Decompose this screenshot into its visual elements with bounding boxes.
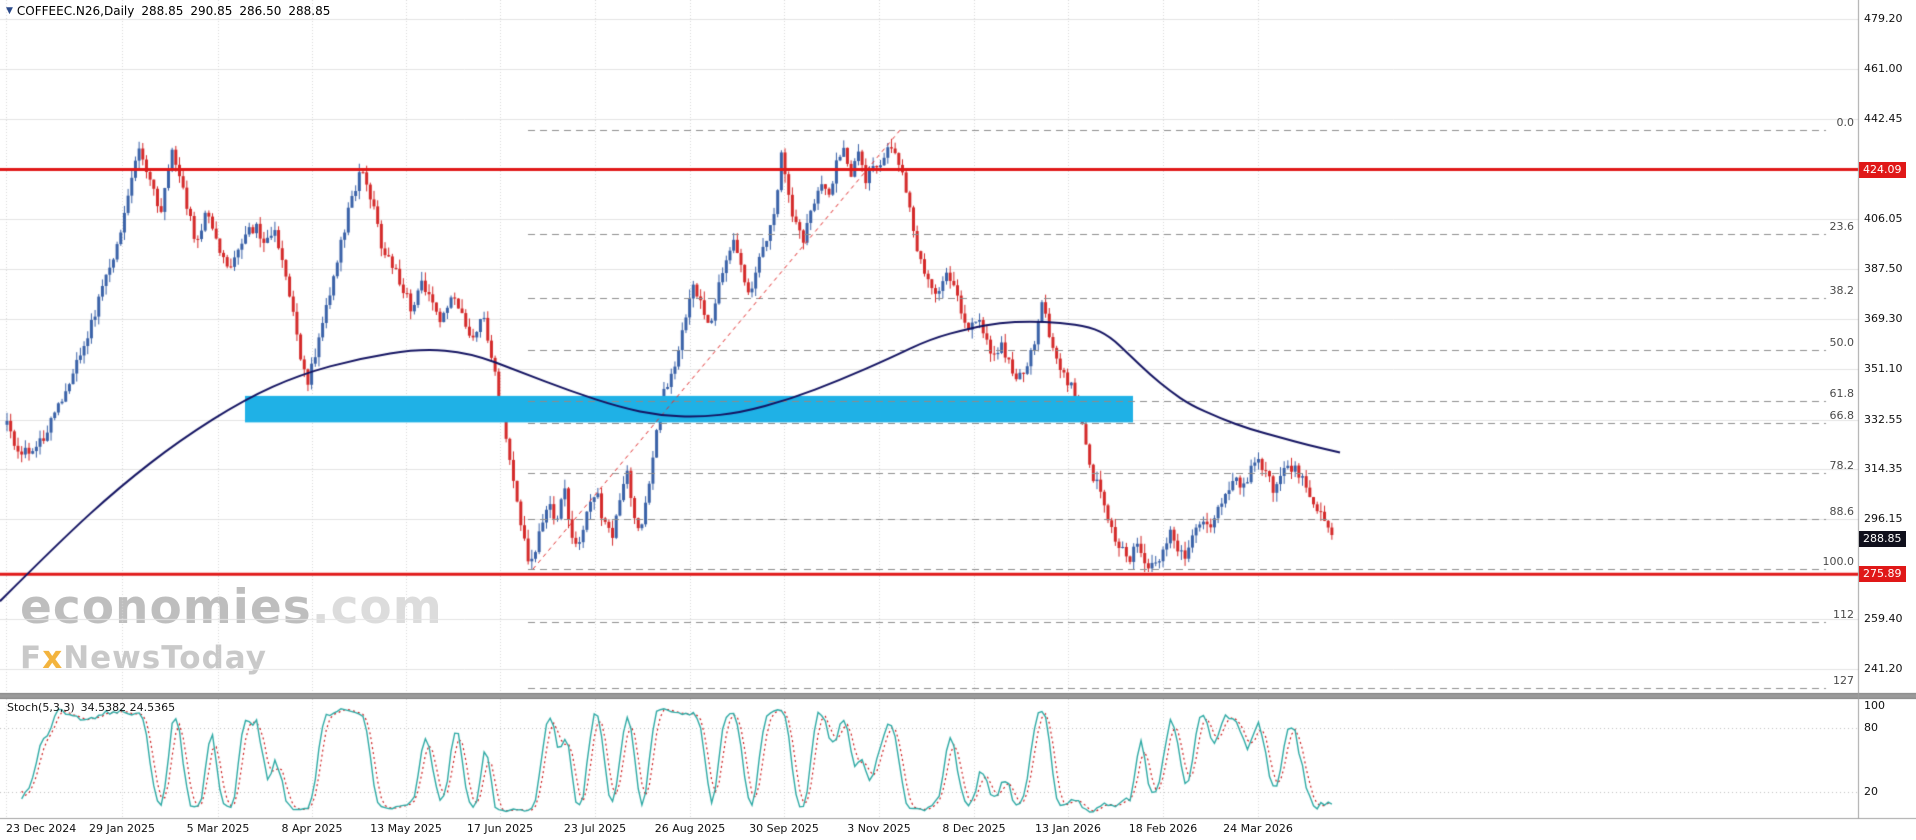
price-axis-label: 479.20 bbox=[1864, 12, 1903, 25]
price-axis-label: 314.35 bbox=[1864, 462, 1903, 476]
stoch-name: Stoch(5,3,3) bbox=[7, 701, 75, 714]
price-line-badge: 275.89 bbox=[1859, 566, 1906, 583]
date-label: 23 Jul 2025 bbox=[563, 822, 627, 835]
fib-level-label: 88.6 bbox=[1829, 505, 1855, 518]
fib-level-label: 0.0 bbox=[1836, 116, 1855, 130]
ohlc-high: 290.85 bbox=[190, 4, 233, 18]
date-label: 8 Dec 2025 bbox=[942, 822, 1006, 835]
date-label: 17 Jun 2025 bbox=[466, 822, 534, 835]
ohlc-close: 288.85 bbox=[288, 4, 331, 18]
ohlc-info: ▼ COFFEEC.N26,Daily 288.85 290.85 286.50 288.… bbox=[6, 4, 330, 18]
date-label: 3 Nov 2025 bbox=[847, 822, 911, 835]
ohlc-low: 286.50 bbox=[239, 4, 282, 18]
fib-level-label: 66.8 bbox=[1829, 409, 1855, 423]
price-axis-label: 442.45 bbox=[1864, 112, 1903, 126]
fib-level-label: 100.0 bbox=[1822, 555, 1855, 569]
date-label: 29 Jan 2025 bbox=[89, 822, 155, 835]
price-axis-label: 259.40 bbox=[1864, 612, 1903, 626]
date-label: 5 Mar 2025 bbox=[186, 822, 250, 835]
date-label: 13 May 2025 bbox=[370, 822, 442, 835]
price-axis-label: 351.10 bbox=[1864, 361, 1903, 375]
ohlc-open: 288.85 bbox=[141, 4, 184, 18]
date-label: 8 Apr 2025 bbox=[281, 822, 343, 835]
fib-level-label: 23.6 bbox=[1829, 219, 1855, 233]
price-axis-label: 241.20 bbox=[1864, 662, 1903, 675]
stoch-indicator-label: Stoch(5,3,3) 34.5382 24.5365 bbox=[7, 701, 175, 714]
fib-level-label: 50.0 bbox=[1829, 335, 1855, 349]
stoch-axis-label: 80 bbox=[1864, 720, 1878, 734]
stoch-axis-label: 100 bbox=[1864, 699, 1885, 712]
fib-level-label: 61.8 bbox=[1829, 387, 1855, 401]
symbol-period-label: COFFEEC.N26,Daily bbox=[16, 4, 135, 18]
fib-level-label: 127 bbox=[1833, 673, 1854, 687]
date-label: 23 Dec 2024 bbox=[6, 822, 77, 835]
price-axis-label: 387.50 bbox=[1864, 262, 1903, 276]
date-label: 13 Jan 2026 bbox=[1035, 822, 1101, 835]
price-line-badge: 424.09 bbox=[1859, 161, 1906, 178]
price-line-badge: 288.85 bbox=[1859, 530, 1906, 547]
price-axis-label: 406.05 bbox=[1864, 211, 1903, 225]
price-axis-label: 461.00 bbox=[1864, 61, 1903, 75]
date-label: 18 Feb 2026 bbox=[1128, 822, 1198, 835]
date-label: 26 Aug 2025 bbox=[654, 822, 726, 835]
stoch-axis-label: 20 bbox=[1864, 785, 1878, 799]
stoch-values: 34.5382 24.5365 bbox=[80, 701, 176, 714]
price-axis-label: 296.15 bbox=[1864, 511, 1903, 525]
price-axis-label: 332.55 bbox=[1864, 412, 1903, 426]
symbol-marker-icon: ▼ bbox=[6, 6, 13, 16]
date-label: 24 Mar 2026 bbox=[1223, 822, 1293, 835]
fib-level-label: 112 bbox=[1833, 607, 1854, 621]
fib-level-label: 78.2 bbox=[1829, 459, 1855, 473]
fib-level-label: 38.2 bbox=[1829, 283, 1855, 297]
price-axis-label: 369.30 bbox=[1864, 312, 1903, 326]
date-label: 30 Sep 2025 bbox=[749, 822, 819, 835]
